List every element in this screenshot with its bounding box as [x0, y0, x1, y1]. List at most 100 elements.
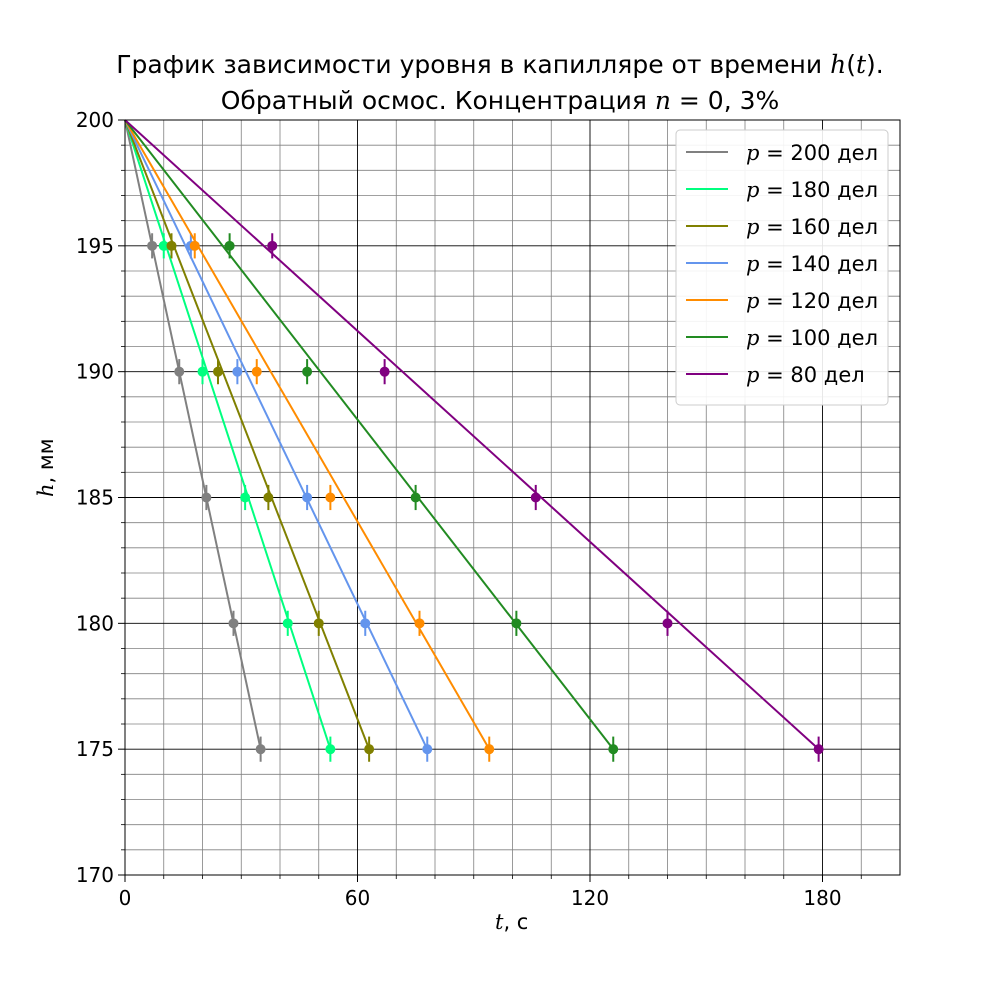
series-p200	[124, 119, 266, 762]
y-tick-label: 200	[76, 108, 114, 132]
legend-p-variable: p	[746, 363, 759, 387]
fit-line-p120	[124, 119, 491, 750]
data-point-p80	[530, 492, 541, 503]
series-layer	[124, 119, 824, 762]
series-p160	[124, 119, 375, 762]
legend-label-p160: p = 160 дел	[746, 215, 878, 239]
legend-label-p120: p = 120 дел	[746, 289, 878, 313]
legend-item-p180: p = 180 дел	[686, 178, 878, 202]
data-point-p160	[263, 492, 274, 503]
data-point-p100	[224, 240, 235, 251]
title-t-variable: t	[855, 50, 867, 79]
data-point-p100	[410, 492, 421, 503]
chart-title-line-2: Обратный осмос. Концентрация n = 0, 3%	[0, 86, 1000, 115]
legend-p-value: = 140 дел	[759, 252, 878, 276]
data-point-p160	[364, 744, 375, 755]
fit-line-p180	[124, 119, 332, 750]
x-tick-label: 60	[345, 886, 370, 910]
data-point-p160	[313, 618, 324, 629]
legend-p-variable: p	[746, 252, 759, 276]
x-tick-label: 120	[571, 886, 609, 910]
x-axis-variable: t	[495, 910, 504, 934]
fit-line-p100	[124, 119, 615, 750]
title-concentration-value: = 0, 3%	[670, 86, 780, 115]
data-point-p140	[232, 366, 243, 377]
data-point-p120	[325, 492, 336, 503]
data-point-p180	[282, 618, 293, 629]
data-point-p140	[422, 744, 433, 755]
data-point-p200	[255, 744, 266, 755]
title-paren-open: (	[846, 50, 856, 79]
data-point-p120	[484, 744, 495, 755]
data-point-p180	[325, 744, 336, 755]
title-line-1-prefix: График зависимости уровня в капилляре от…	[116, 50, 831, 79]
data-point-p140	[302, 492, 313, 503]
legend-label-p100: p = 100 дел	[746, 326, 878, 350]
data-point-p180	[197, 366, 208, 377]
y-tick-label: 170	[76, 863, 114, 887]
legend-p-value: = 80 дел	[759, 363, 864, 387]
series-p120	[124, 119, 495, 762]
legend-item-p120: p = 120 дел	[686, 289, 878, 313]
data-point-p100	[608, 744, 619, 755]
legend-p-variable: p	[746, 178, 759, 202]
data-point-p180	[240, 492, 251, 503]
y-tick-label: 195	[76, 234, 114, 258]
legend-item-p200: p = 200 дел	[686, 141, 878, 165]
data-point-p80	[662, 618, 673, 629]
data-point-p160	[213, 366, 223, 377]
fit-line-p160	[124, 119, 371, 750]
y-axis-label: h, мм	[34, 438, 58, 497]
series-p140	[124, 119, 433, 762]
series-p100	[124, 119, 619, 762]
series-p180	[124, 119, 336, 762]
fit-line-p140	[124, 119, 429, 750]
legend-p-variable: p	[746, 141, 759, 165]
data-point-p80	[267, 240, 278, 251]
y-tick-label: 190	[76, 360, 114, 384]
data-point-p120	[189, 240, 200, 251]
legend-box	[675, 129, 889, 406]
legend-p-value: = 120 дел	[759, 289, 878, 313]
legend-p-value: = 200 дел	[759, 141, 878, 165]
data-point-p140	[360, 618, 371, 629]
fit-line-p80	[124, 119, 820, 750]
data-point-p120	[414, 618, 425, 629]
legend-p-value: = 100 дел	[759, 326, 878, 350]
title-h-variable: h	[830, 50, 847, 79]
legend-item-p140: p = 140 дел	[686, 252, 878, 276]
x-tick-label: 0	[119, 886, 132, 910]
y-axis-unit: , мм	[34, 438, 58, 484]
data-point-p80	[379, 366, 390, 377]
legend-p-variable: p	[746, 289, 759, 313]
data-point-p120	[251, 366, 262, 377]
data-point-p200	[228, 618, 239, 629]
legend-label-p180: p = 180 дел	[746, 178, 878, 202]
data-point-p80	[813, 744, 824, 755]
data-point-p200	[174, 366, 185, 377]
data-point-p180	[158, 240, 169, 251]
legend-p-value: = 180 дел	[759, 178, 878, 202]
legend-p-variable: p	[746, 326, 759, 350]
y-axis-variable: h	[34, 483, 58, 497]
title-line-1-suffix: ).	[866, 50, 884, 79]
y-tick-label: 180	[76, 611, 114, 635]
legend-label-p140: p = 140 дел	[746, 252, 878, 276]
fit-line-p200	[124, 119, 262, 750]
x-tick-label: 180	[803, 886, 841, 910]
series-p80	[124, 119, 824, 762]
data-point-p160	[166, 240, 177, 251]
legend-label-p200: p = 200 дел	[746, 141, 878, 165]
tick-layer: 0 60 120 180 170 175 180 185 190 195 200	[76, 108, 862, 910]
data-point-p200	[201, 492, 212, 503]
legend-p-value: = 160 дел	[759, 215, 878, 239]
legend-item-p80: p = 80 дел	[686, 363, 865, 387]
data-point-p100	[511, 618, 522, 629]
data-point-p200	[147, 240, 158, 251]
x-axis-label: t, с	[495, 910, 528, 934]
chart-title-line-1: График зависимости уровня в капилляре от…	[0, 50, 1000, 79]
legend-p-variable: p	[746, 215, 759, 239]
data-point-p100	[302, 366, 313, 377]
title-n-variable: n	[654, 86, 671, 115]
